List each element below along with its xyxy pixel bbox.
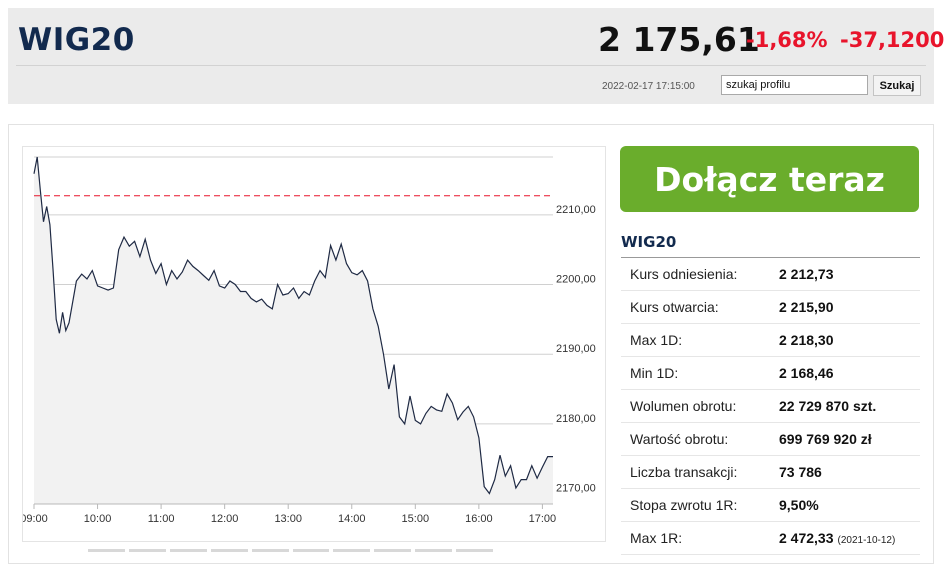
stats-label: Wartość obrotu: [630, 431, 729, 447]
price-area [34, 157, 553, 504]
stats-value-note: (2021-10-12) [837, 535, 896, 546]
stats-row-open: Kurs otwarcia: 2 215,90 [621, 291, 920, 324]
stats-value: 2 212,73 [779, 266, 834, 282]
change-absolute: -37,1200 [840, 28, 945, 52]
x-tick-label: 15:00 [402, 513, 430, 525]
range-tab[interactable] [169, 549, 207, 552]
stats-label: Max 1R: [630, 530, 683, 546]
range-tab[interactable] [415, 549, 453, 552]
stats-value: 73 786 [779, 464, 822, 480]
x-tick-label: 14:00 [338, 513, 366, 525]
price-line [33, 156, 553, 495]
stats-row-max1r: Max 1R: 2 472,33 (2021-10-12) [621, 522, 920, 555]
chart-range-tabs[interactable] [88, 549, 494, 552]
stats-row-reference: Kurs odniesienia: 2 212,73 [621, 258, 920, 291]
stats-label: Stopa zwrotu 1R: [630, 497, 738, 513]
quote-timestamp: 2022-02-17 17:15:00 [602, 81, 695, 92]
intraday-chart[interactable]: 2170,00 2180,00 2190,00 2200,00 2210,00 09:00… [22, 146, 606, 542]
range-tab[interactable] [333, 549, 371, 552]
stats-table: Kurs odniesienia: 2 212,73 Kurs otwarcia… [621, 258, 920, 555]
quote-header: WIG20 2 175,61 -1,68% -37,1200 2022-02-1… [8, 8, 944, 104]
change-percent: -1,68% [746, 28, 828, 52]
search-button[interactable]: Szukaj [873, 75, 921, 96]
stats-label: Min 1D: [630, 365, 679, 381]
y-tick-label: 2180,00 [556, 413, 596, 425]
stats-value: 2 472,33 (2021-10-12) [779, 530, 895, 546]
x-tick-label: 09:00 [23, 513, 48, 525]
range-tab[interactable] [128, 549, 166, 552]
stats-value: 2 168,46 [779, 365, 834, 381]
x-tick-label: 13:00 [274, 513, 302, 525]
stats-value: 2 215,90 [779, 299, 834, 315]
y-tick-label: 2210,00 [556, 204, 596, 216]
y-tick-label: 2200,00 [556, 274, 596, 286]
stats-row-transactions: Liczba transakcji: 73 786 [621, 456, 920, 489]
range-tab[interactable] [251, 549, 289, 552]
x-tick-label: 16:00 [465, 513, 493, 525]
y-tick-label: 2190,00 [556, 343, 596, 355]
stats-value: 9,50% [779, 497, 819, 513]
chart-canvas: 2170,00 2180,00 2190,00 2200,00 2210,00 09:00… [23, 156, 596, 525]
range-tab[interactable] [374, 549, 412, 552]
stats-value-number: 2 472,33 [779, 530, 834, 546]
stats-row-min1d: Min 1D: 2 168,46 [621, 357, 920, 390]
stats-value: 2 218,30 [779, 332, 834, 348]
current-price: 2 175,61 [598, 20, 760, 59]
profile-search-input[interactable] [721, 75, 868, 95]
join-now-button[interactable]: Dołącz teraz [620, 146, 919, 212]
stats-row-return1r: Stopa zwrotu 1R: 9,50% [621, 489, 920, 522]
range-tab[interactable] [88, 549, 125, 552]
stats-label: Wolumen obrotu: [630, 398, 737, 414]
stats-row-volume: Wolumen obrotu: 22 729 870 szt. [621, 390, 920, 423]
stats-row-max1d: Max 1D: 2 218,30 [621, 324, 920, 357]
range-tab[interactable] [456, 549, 494, 552]
stats-value: 699 769 920 zł [779, 431, 872, 447]
x-tick-label: 12:00 [211, 513, 239, 525]
stats-value: 22 729 870 szt. [779, 398, 877, 414]
stats-title: WIG20 [621, 233, 677, 251]
range-tab[interactable] [210, 549, 248, 552]
x-tick-label: 17:00 [529, 513, 557, 525]
x-tick-label: 10:00 [84, 513, 112, 525]
stats-row-turnover: Wartość obrotu: 699 769 920 zł [621, 423, 920, 456]
stats-label: Max 1D: [630, 332, 683, 348]
index-title: WIG20 [18, 22, 135, 58]
stats-label: Kurs otwarcia: [630, 299, 719, 315]
y-tick-label: 2170,00 [556, 483, 596, 495]
stats-divider [621, 257, 920, 258]
x-tick-label: 11:00 [148, 513, 175, 525]
range-tab[interactable] [292, 549, 330, 552]
stats-label: Kurs odniesienia: [630, 266, 738, 282]
stats-label: Liczba transakcji: [630, 464, 738, 480]
header-divider [16, 65, 926, 66]
